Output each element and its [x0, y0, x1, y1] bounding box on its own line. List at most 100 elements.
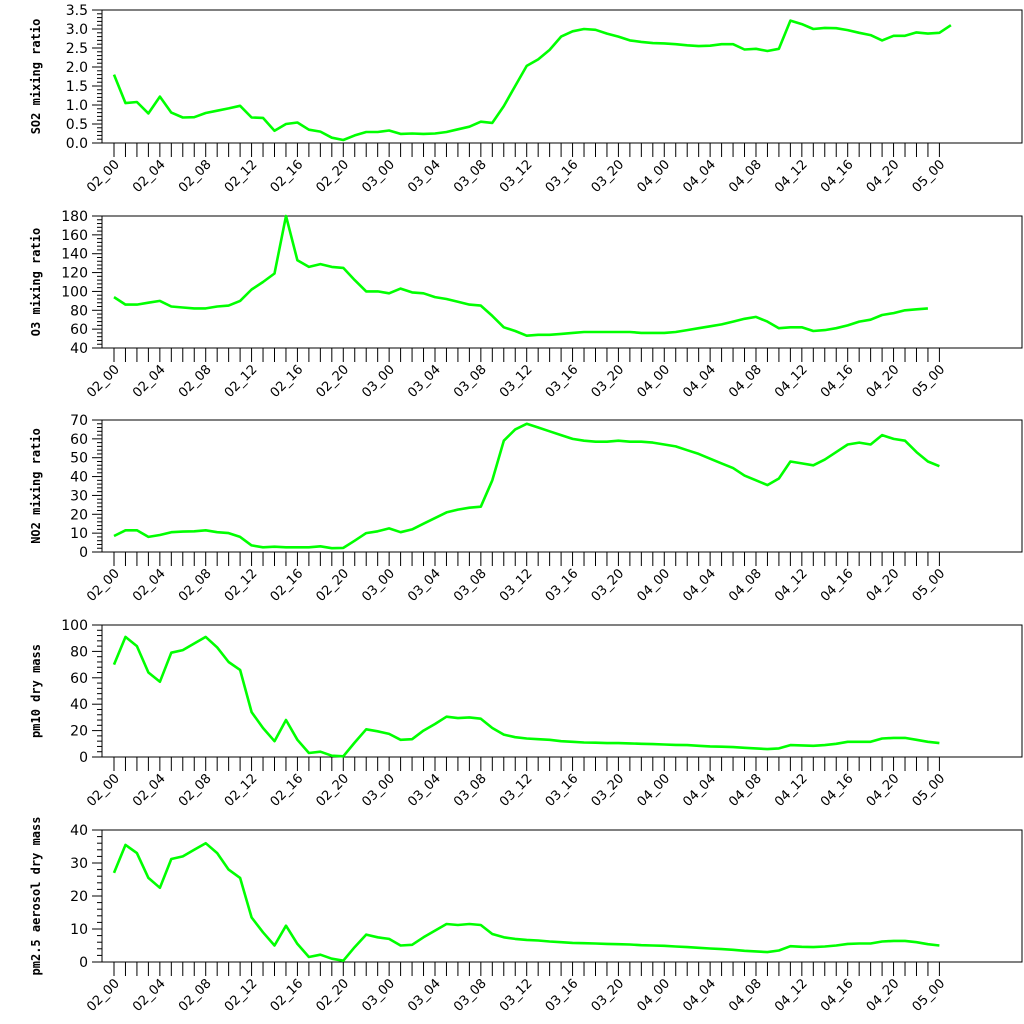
x-tick-label: 03_08: [451, 362, 490, 401]
y-axis-label: SO2 mixing ratio: [29, 19, 43, 135]
y-tick-label: 80: [70, 303, 88, 319]
y-tick-label: 0: [79, 750, 88, 766]
y-tick-label: 0.5: [66, 117, 88, 133]
x-tick-label: 03_00: [359, 771, 398, 810]
x-tick-label: 03_20: [589, 976, 628, 1015]
x-tick-label: 02_12: [222, 362, 261, 401]
x-tick-label: 03_12: [497, 976, 536, 1015]
x-tick-label: 02_16: [268, 976, 307, 1015]
y-tick-label: 60: [70, 671, 88, 687]
y-tick-label: 1.5: [66, 79, 88, 95]
x-tick-label: 03_12: [497, 771, 536, 810]
y-tick-label: 10: [70, 526, 88, 542]
x-tick-label: 02_04: [130, 566, 169, 605]
y-tick-label: 0: [79, 545, 88, 561]
chart-panel-1: 0.0 0.5 1.0 1.5 2.0 2.5 3.0 3.5 SO2 mixing ratio…: [29, 3, 1023, 196]
x-tick-label: 02_20: [314, 362, 353, 401]
y-tick-label: 30: [70, 856, 88, 872]
y-tick-label: 1.0: [66, 98, 88, 114]
x-tick-label: 04_08: [726, 362, 765, 401]
y-tick-label: 3.0: [66, 22, 88, 38]
y-tick-label: 40: [70, 470, 88, 486]
x-tick-label: 02_20: [314, 976, 353, 1015]
x-tick-label: 02_08: [176, 157, 215, 196]
x-tick-label: 04_16: [818, 771, 857, 810]
x-tick-label: 04_20: [864, 566, 903, 605]
x-tick-label: 03_08: [451, 157, 490, 196]
x-tick-label: 02_08: [176, 566, 215, 605]
x-tick-label: 04_00: [634, 771, 673, 810]
x-tick-label: 02_20: [314, 771, 353, 810]
x-tick-label: 02_04: [130, 976, 169, 1015]
x-tick-label: 05_00: [910, 566, 949, 605]
y-axis-label: pm10 dry mass: [29, 644, 43, 738]
x-tick-label: 02_04: [130, 157, 169, 196]
y-tick-label: 3.5: [66, 3, 88, 19]
x-tick-label: 03_16: [543, 566, 582, 605]
y-tick-label: 40: [70, 823, 88, 839]
x-tick-label: 03_04: [405, 157, 444, 196]
x-tick-label: 04_20: [864, 771, 903, 810]
x-tick-label: 03_00: [359, 157, 398, 196]
x-tick-label: 03_20: [589, 566, 628, 605]
x-tick-label: 04_08: [726, 976, 765, 1015]
y-tick-label: 2.0: [66, 60, 88, 76]
x-tick-label: 04_16: [818, 566, 857, 605]
x-tick-label: 02_12: [222, 976, 261, 1015]
series-line: [112, 19, 952, 142]
x-tick-label: 03_08: [451, 771, 490, 810]
y-tick-label: 20: [70, 507, 88, 523]
x-tick-label: 02_00: [84, 157, 123, 196]
x-tick-label: 03_16: [543, 771, 582, 810]
y-tick-label: 60: [70, 432, 88, 448]
plot-frame: [101, 419, 1023, 553]
y-tick-label: 80: [70, 644, 88, 660]
x-tick-label: 02_04: [130, 771, 169, 810]
x-tick-label: 03_12: [497, 566, 536, 605]
x-tick-label: 05_00: [910, 157, 949, 196]
x-tick-label: 04_12: [772, 976, 811, 1015]
y-tick-label: 180: [61, 209, 88, 225]
x-tick-label: 03_20: [589, 362, 628, 401]
chart-panel-4: 0 20 40 60 80 100 pm10 dry mass 02_00 02_04 02_08…: [29, 618, 1023, 810]
x-tick-label: 04_20: [864, 976, 903, 1015]
x-tick-label: 02_16: [268, 771, 307, 810]
x-tick-label: 03_00: [359, 362, 398, 401]
x-tick-label: 04_20: [864, 362, 903, 401]
x-tick-label: 02_20: [314, 566, 353, 605]
x-tick-label: 04_16: [818, 362, 857, 401]
x-tick-label: 02_16: [268, 157, 307, 196]
y-tick-label: 2.5: [66, 41, 88, 57]
y-tick-label: 100: [61, 284, 88, 300]
x-tick-label: 04_08: [726, 157, 765, 196]
x-tick-label: 03_16: [543, 362, 582, 401]
y-tick-label: 0: [79, 955, 88, 971]
x-tick-label: 02_04: [130, 362, 169, 401]
x-tick-label: 02_12: [222, 157, 261, 196]
plot-frame: [101, 624, 1023, 758]
x-tick-label: 02_00: [84, 362, 123, 401]
x-tick-label: 03_04: [405, 362, 444, 401]
x-tick-label: 04_04: [680, 771, 719, 810]
x-tick-label: 04_20: [864, 157, 903, 196]
x-tick-label: 02_16: [268, 566, 307, 605]
x-tick-label: 02_08: [176, 771, 215, 810]
x-tick-label: 02_08: [176, 976, 215, 1015]
x-tick-label: 04_04: [680, 157, 719, 196]
x-tick-label: 02_00: [84, 771, 123, 810]
y-tick-label: 30: [70, 488, 88, 504]
x-tick-label: 03_04: [405, 976, 444, 1015]
x-tick-label: 04_08: [726, 566, 765, 605]
x-tick-label: 02_20: [314, 157, 353, 196]
y-tick-label: 50: [70, 451, 88, 467]
series-line: [112, 841, 940, 963]
y-tick-label: 140: [61, 247, 88, 263]
y-tick-label: 40: [70, 341, 88, 357]
x-tick-label: 04_16: [818, 976, 857, 1015]
chart-panel-2: 40 60 80 100 120 140 160 180 O3 mixing ratio 02_0…: [29, 209, 1023, 401]
x-tick-label: 03_16: [543, 976, 582, 1015]
x-tick-label: 04_00: [634, 157, 673, 196]
